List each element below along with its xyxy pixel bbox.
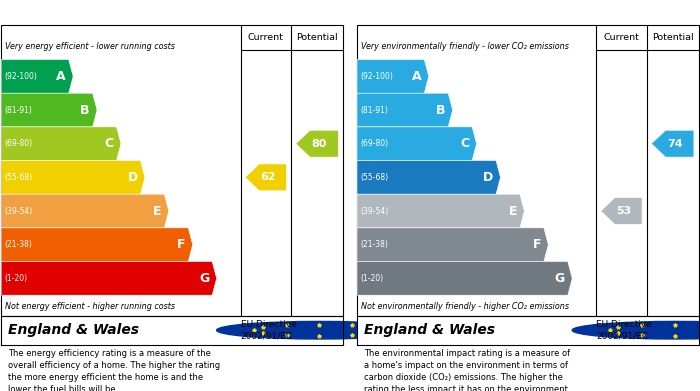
- Text: D: D: [483, 171, 493, 184]
- Polygon shape: [295, 130, 338, 157]
- Text: E: E: [153, 204, 162, 217]
- Text: (92-100): (92-100): [5, 72, 38, 81]
- Text: Potential: Potential: [652, 33, 694, 42]
- Text: (69-80): (69-80): [5, 139, 33, 148]
- Text: Potential: Potential: [296, 33, 338, 42]
- Text: Energy Efficiency Rating: Energy Efficiency Rating: [8, 6, 192, 19]
- Text: Very energy efficient - lower running costs: Very energy efficient - lower running co…: [6, 42, 176, 51]
- Text: (21-38): (21-38): [5, 240, 33, 249]
- Polygon shape: [357, 228, 548, 262]
- Text: B: B: [80, 104, 90, 117]
- Text: (1-20): (1-20): [5, 274, 28, 283]
- Polygon shape: [1, 127, 121, 161]
- Text: F: F: [533, 238, 541, 251]
- Text: 62: 62: [260, 172, 276, 182]
- Polygon shape: [357, 127, 477, 161]
- Text: England & Wales: England & Wales: [364, 323, 495, 337]
- Text: Not environmentally friendly - higher CO₂ emissions: Not environmentally friendly - higher CO…: [361, 302, 569, 311]
- Text: G: G: [199, 272, 209, 285]
- Text: 74: 74: [667, 139, 682, 149]
- Text: The environmental impact rating is a measure of
a home's impact on the environme: The environmental impact rating is a mea…: [364, 348, 570, 391]
- Text: (55-68): (55-68): [360, 173, 388, 182]
- Text: E: E: [509, 204, 517, 217]
- Text: (55-68): (55-68): [5, 173, 33, 182]
- Polygon shape: [357, 161, 500, 194]
- Polygon shape: [1, 59, 73, 93]
- Text: A: A: [56, 70, 66, 83]
- Text: EU Directive
2002/91/EC: EU Directive 2002/91/EC: [596, 320, 652, 340]
- Polygon shape: [1, 93, 97, 127]
- Polygon shape: [245, 164, 286, 191]
- Text: (81-91): (81-91): [360, 106, 388, 115]
- Text: 80: 80: [312, 139, 327, 149]
- Text: (39-54): (39-54): [360, 206, 388, 215]
- Text: (39-54): (39-54): [5, 206, 33, 215]
- Text: The energy efficiency rating is a measure of the
overall efficiency of a home. T: The energy efficiency rating is a measur…: [8, 348, 220, 391]
- Polygon shape: [601, 197, 642, 224]
- Text: 53: 53: [616, 206, 631, 216]
- Text: Environmental Impact (CO₂) Rating: Environmental Impact (CO₂) Rating: [364, 6, 626, 19]
- Polygon shape: [651, 130, 694, 157]
- Text: A: A: [412, 70, 421, 83]
- Text: Current: Current: [248, 33, 284, 42]
- Text: Very environmentally friendly - lower CO₂ emissions: Very environmentally friendly - lower CO…: [361, 42, 569, 51]
- Polygon shape: [357, 194, 524, 228]
- Text: (1-20): (1-20): [360, 274, 384, 283]
- Circle shape: [216, 321, 421, 339]
- Text: (92-100): (92-100): [360, 72, 393, 81]
- Polygon shape: [357, 59, 428, 93]
- Text: Current: Current: [603, 33, 639, 42]
- Text: Not energy efficient - higher running costs: Not energy efficient - higher running co…: [6, 302, 176, 311]
- Text: England & Wales: England & Wales: [8, 323, 139, 337]
- Text: (21-38): (21-38): [360, 240, 388, 249]
- Polygon shape: [1, 161, 145, 194]
- Text: D: D: [127, 171, 138, 184]
- Text: EU Directive
2002/91/EC: EU Directive 2002/91/EC: [241, 320, 296, 340]
- Text: (81-91): (81-91): [5, 106, 33, 115]
- Text: (69-80): (69-80): [360, 139, 388, 148]
- Polygon shape: [1, 228, 193, 262]
- Text: B: B: [436, 104, 445, 117]
- Text: C: C: [105, 137, 114, 150]
- Polygon shape: [357, 262, 572, 295]
- Text: C: C: [461, 137, 470, 150]
- Polygon shape: [357, 93, 453, 127]
- Text: G: G: [555, 272, 565, 285]
- Text: F: F: [177, 238, 186, 251]
- Circle shape: [572, 321, 700, 339]
- Polygon shape: [1, 262, 216, 295]
- Polygon shape: [1, 194, 169, 228]
